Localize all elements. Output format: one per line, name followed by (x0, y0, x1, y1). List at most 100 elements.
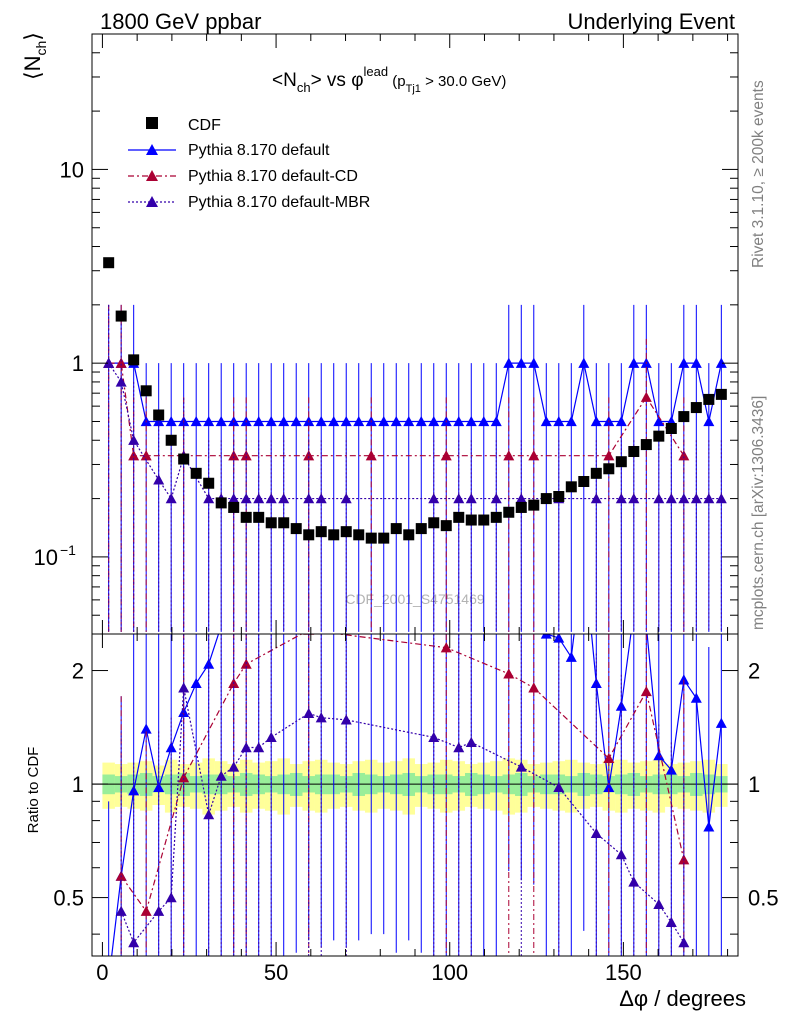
ratio-marker-mbr (653, 898, 665, 909)
top-marker-mbr (490, 493, 502, 504)
legend: CDF Pythia 8.170 default Pythia 8.170 de… (128, 117, 370, 211)
top-marker-def (165, 415, 177, 427)
top-marker-cdf (678, 411, 690, 423)
ratio-marker-mbr (240, 742, 252, 753)
legend-cdf-marker (146, 117, 158, 129)
ratio-y-tick-label-left: 2 (72, 659, 84, 684)
top-marker-cdf (303, 529, 315, 541)
top-marker-mbr (315, 493, 327, 504)
top-marker-cdf (628, 445, 640, 457)
top-marker-cdf (278, 517, 290, 529)
top-marker-def (253, 415, 265, 427)
top-marker-def (315, 415, 327, 427)
ratio-marker-cd (603, 752, 615, 764)
header-left-label: 1800 GeV ppbar (100, 9, 261, 34)
top-marker-cdf (190, 467, 202, 479)
top-marker-def (615, 415, 627, 427)
ratio-panel-frame (91, 633, 739, 957)
top-marker-mbr (465, 493, 477, 504)
top-marker-def (553, 415, 565, 427)
ratio-marker-def (678, 674, 690, 685)
legend-cdf-label: CDF (188, 117, 221, 134)
top-marker-def (565, 415, 577, 427)
top-marker-def (403, 415, 415, 427)
top-marker-cdf (478, 514, 490, 526)
ratio-marker-mbr (165, 892, 177, 903)
top-marker-def (578, 357, 590, 368)
top-marker-def (490, 415, 502, 427)
top-marker-def (590, 415, 602, 427)
ratio-marker-mbr (253, 742, 265, 753)
ratio-marker-def (565, 651, 577, 662)
ratio-marker-mbr (303, 707, 315, 719)
ratio-marker-def (540, 634, 552, 639)
legend-cd-marker (146, 170, 158, 181)
top-marker-cd (503, 450, 515, 461)
top-marker-def (290, 415, 302, 427)
top-marker-def (528, 357, 540, 368)
top-marker-cd (303, 450, 315, 461)
top-marker-cdf (640, 439, 652, 451)
top-marker-def (153, 415, 165, 427)
top-marker-cd (640, 391, 652, 402)
ratio-marker-mbr (465, 736, 477, 748)
top-marker-def (453, 415, 465, 427)
ratio-y-tick-label-right: 2 (748, 659, 760, 684)
top-marker-cdf (228, 501, 240, 513)
top-marker-def (378, 415, 390, 427)
ratio-marker-mbr (665, 916, 677, 927)
ratio-y-axis-label: Ratio to CDF (25, 747, 42, 834)
top-marker-def (653, 415, 665, 427)
ratio-marker-def (715, 717, 727, 728)
ratio-y-tick-label-right: 1 (748, 772, 760, 797)
x-tick-label: 100 (431, 960, 468, 985)
ratio-y-tick-label-left: 0.5 (53, 886, 84, 911)
top-marker-def (703, 415, 715, 427)
top-marker-cd (365, 450, 377, 461)
top-marker-cdf (253, 511, 265, 523)
top-marker-cdf (315, 526, 327, 538)
legend-default-marker (146, 144, 158, 155)
top-marker-mbr (265, 493, 277, 504)
top-marker-cd (678, 450, 690, 461)
top-marker-mbr (340, 493, 352, 504)
top-marker-cdf (690, 402, 702, 414)
top-marker-mbr (115, 376, 127, 387)
top-marker-cdf (240, 511, 252, 523)
top-marker-def (415, 415, 427, 427)
top-marker-def (715, 357, 727, 368)
top-marker-mbr (428, 493, 440, 504)
ratio-marker-def (140, 723, 152, 734)
top-marker-def (340, 415, 352, 427)
ratio-marker-mbr (428, 731, 440, 743)
top-marker-cdf (615, 456, 627, 468)
ratio-marker-mbr (128, 937, 140, 948)
ratio-line-cd (120, 634, 685, 913)
top-marker-mbr (703, 493, 715, 504)
ratio-marker-mbr (265, 731, 277, 743)
legend-mbr-label: Pythia 8.170 default-MBR (188, 194, 370, 211)
top-marker-cdf (590, 467, 602, 479)
top-marker-def (503, 357, 515, 368)
ratio-marker-mbr (453, 742, 465, 753)
legend-mbr-marker (146, 196, 158, 207)
top-marker-mbr (165, 493, 177, 504)
top-marker-mbr (153, 474, 165, 485)
ratio-marker-def (603, 781, 615, 793)
ratio-marker-def (653, 750, 665, 761)
analysis-watermark: CDF_2001_S4751469 (345, 591, 485, 607)
top-marker-def (628, 357, 640, 368)
top-marker-cdf (153, 409, 165, 421)
top-marker-cdf (390, 523, 402, 535)
ratio-marker-cd (640, 685, 652, 697)
top-marker-def (390, 415, 402, 427)
top-y-tick-label: 10 (34, 545, 58, 570)
ratio-marker-mbr (615, 849, 627, 860)
top-marker-mbr (303, 493, 315, 504)
top-marker-cdf (503, 506, 515, 518)
ratio-marker-mbr (228, 761, 240, 772)
ratio-marker-mbr (153, 905, 165, 916)
top-marker-def (353, 415, 365, 427)
top-marker-mbr (678, 493, 690, 504)
